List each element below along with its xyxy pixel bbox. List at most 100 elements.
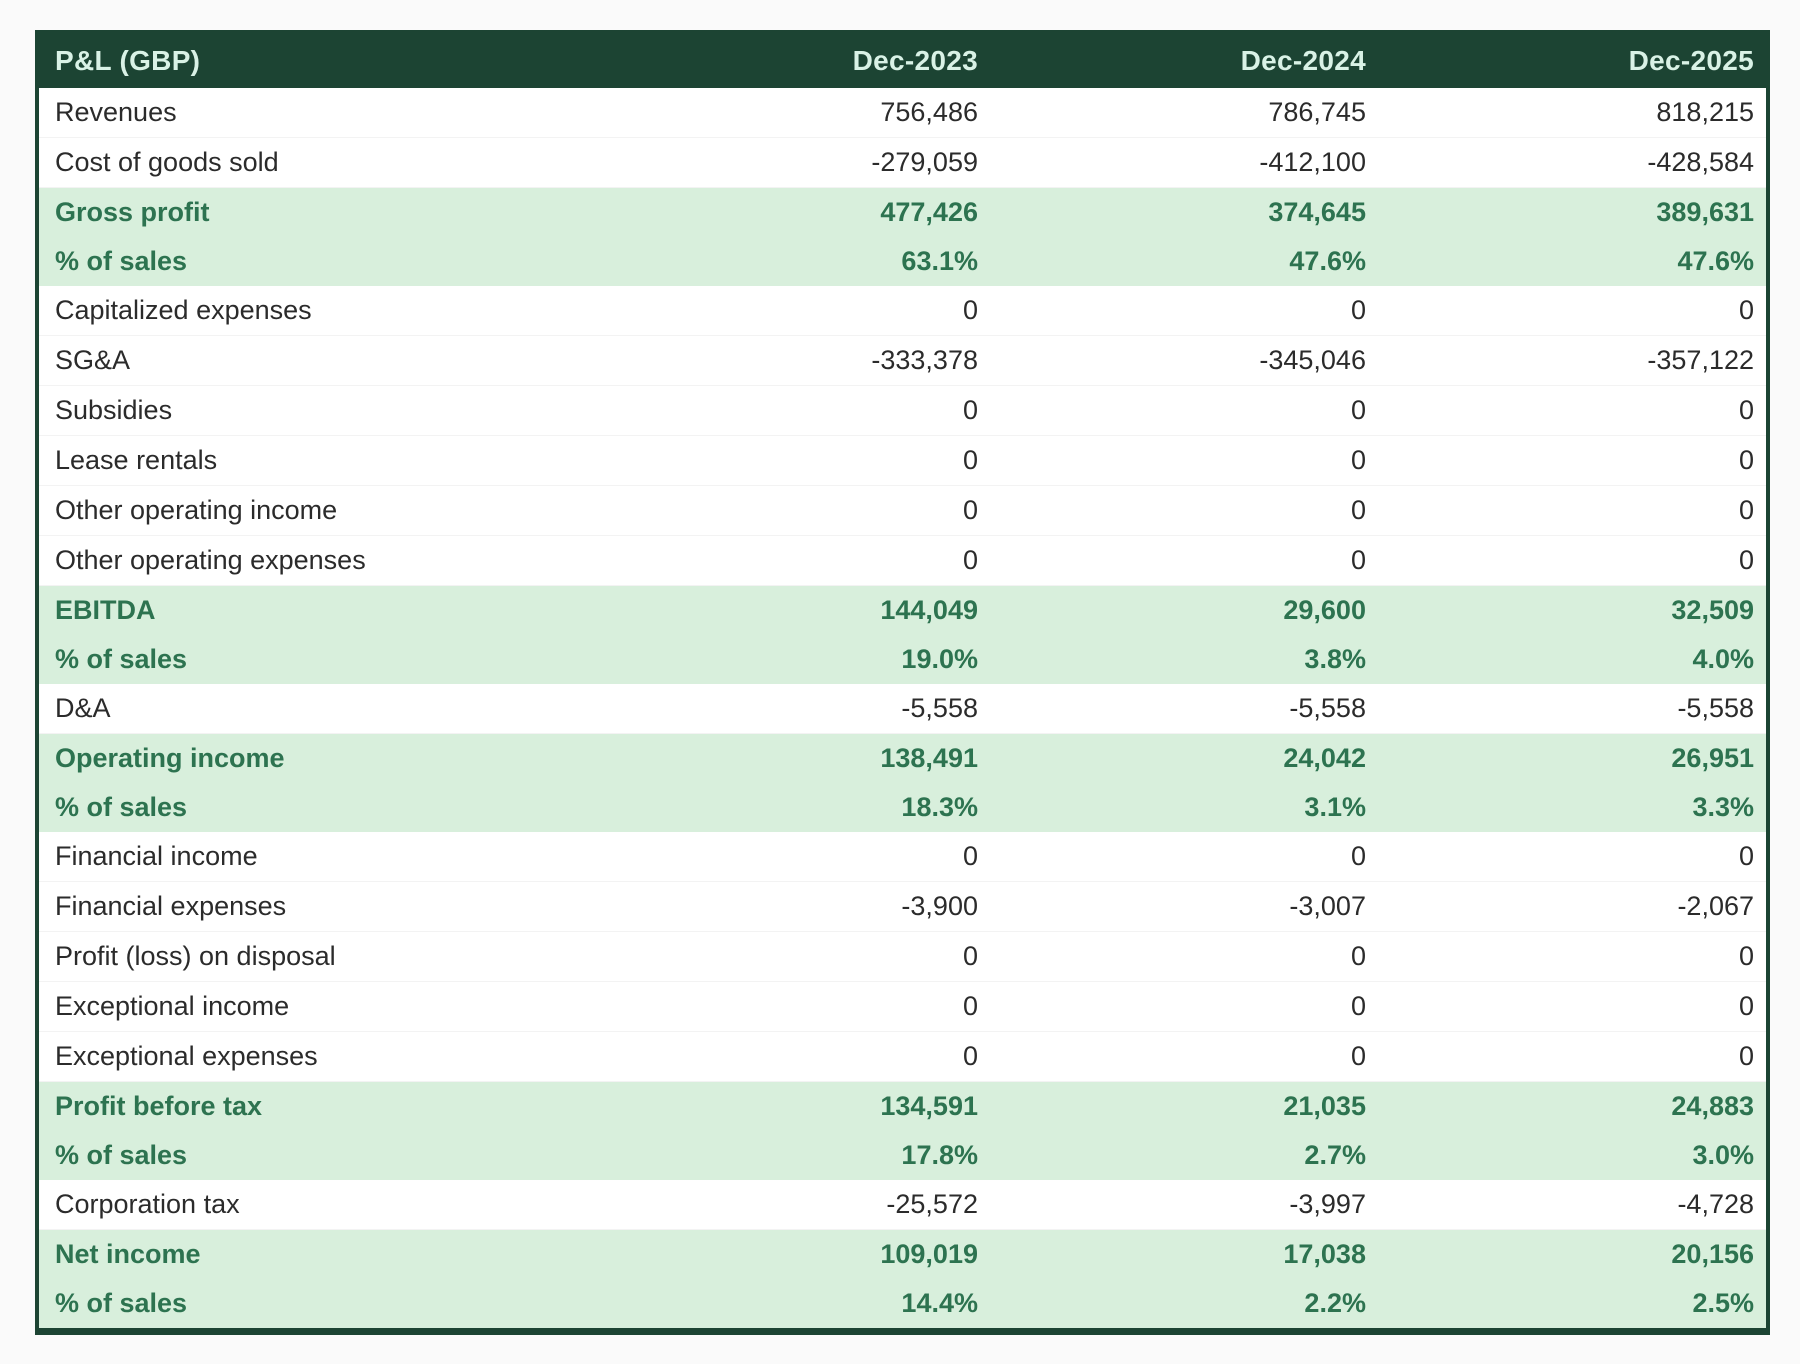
cell-value: 2.2% xyxy=(989,1279,1378,1328)
column-header-dec-2023: Dec-2023 xyxy=(602,33,990,88)
table-row: Gross profit 477,426 374,645 389,631 xyxy=(39,187,1766,237)
row-label: Revenues xyxy=(39,88,602,138)
cell-value: 389,631 xyxy=(1377,187,1766,237)
cell-value: -3,007 xyxy=(989,881,1378,932)
row-label: Subsidies xyxy=(39,385,602,436)
cell-value: 3.3% xyxy=(1377,783,1766,832)
cell-value: 0 xyxy=(989,981,1378,1032)
cell-value: 0 xyxy=(1377,931,1766,982)
cell-value: 134,591 xyxy=(602,1081,990,1131)
cell-value: 0 xyxy=(1377,832,1766,882)
cell-value: -4,728 xyxy=(1377,1180,1766,1230)
table-row: EBITDA 144,049 29,600 32,509 xyxy=(39,585,1766,635)
table-row: Net income 109,019 17,038 20,156 xyxy=(39,1229,1766,1279)
row-label: % of sales xyxy=(39,1279,602,1328)
row-label: Other operating income xyxy=(39,485,602,536)
cell-value: 29,600 xyxy=(989,585,1378,635)
cell-value: 0 xyxy=(602,385,990,436)
cell-value: 3.1% xyxy=(989,783,1378,832)
cell-value: 0 xyxy=(602,535,990,586)
table-row: Operating income 138,491 24,042 26,951 xyxy=(39,733,1766,783)
row-label: Net income xyxy=(39,1229,602,1279)
cell-value: 3.0% xyxy=(1377,1131,1766,1180)
cell-value: 0 xyxy=(1377,981,1766,1032)
table-row: Exceptional income 0 0 0 xyxy=(39,981,1766,1032)
row-label: Profit before tax xyxy=(39,1081,602,1131)
cell-value: 26,951 xyxy=(1377,733,1766,783)
cell-value: 756,486 xyxy=(602,88,990,138)
table-row: Cost of goods sold -279,059 -412,100 -428,5… xyxy=(39,137,1766,188)
cell-value: 0 xyxy=(989,535,1378,586)
table-row: Other operating income 0 0 0 xyxy=(39,485,1766,536)
row-label: Lease rentals xyxy=(39,435,602,486)
cell-value: 0 xyxy=(602,931,990,982)
cell-value: -2,067 xyxy=(1377,881,1766,932)
row-label: Corporation tax xyxy=(39,1180,602,1230)
row-label: % of sales xyxy=(39,237,602,286)
header-row: P&L (GBP) Dec-2023 Dec-2024 Dec-2025 xyxy=(39,33,1766,88)
table-row: Profit (loss) on disposal 0 0 0 xyxy=(39,931,1766,982)
row-label: EBITDA xyxy=(39,585,602,635)
cell-value: 21,035 xyxy=(989,1081,1378,1131)
cell-value: 19.0% xyxy=(602,635,990,684)
row-label: Operating income xyxy=(39,733,602,783)
cell-value: 17,038 xyxy=(989,1229,1378,1279)
row-label: Gross profit xyxy=(39,187,602,237)
cell-value: -333,378 xyxy=(602,335,990,386)
cell-value: 477,426 xyxy=(602,187,990,237)
cell-value: 0 xyxy=(1377,485,1766,536)
cell-value: 63.1% xyxy=(602,237,990,286)
cell-value: 0 xyxy=(989,286,1378,336)
cell-value: 109,019 xyxy=(602,1229,990,1279)
cell-value: -5,558 xyxy=(989,684,1378,734)
table-row: % of sales 14.4% 2.2% 2.5% xyxy=(39,1279,1766,1328)
cell-value: 0 xyxy=(989,485,1378,536)
cell-value: -5,558 xyxy=(602,684,990,734)
cell-value: 2.5% xyxy=(1377,1279,1766,1328)
cell-value: 0 xyxy=(989,385,1378,436)
row-label: % of sales xyxy=(39,1131,602,1180)
table-row: Other operating expenses 0 0 0 xyxy=(39,535,1766,586)
cell-value: 0 xyxy=(602,286,990,336)
row-label: Exceptional expenses xyxy=(39,1031,602,1082)
row-label: Capitalized expenses xyxy=(39,286,602,336)
table-row: Corporation tax -25,572 -3,997 -4,728 xyxy=(39,1180,1766,1230)
row-label: D&A xyxy=(39,684,602,734)
cell-value: 374,645 xyxy=(989,187,1378,237)
table-row: Capitalized expenses 0 0 0 xyxy=(39,286,1766,336)
cell-value: -357,122 xyxy=(1377,335,1766,386)
table-row: Profit before tax 134,591 21,035 24,883 xyxy=(39,1081,1766,1131)
cell-value: 0 xyxy=(989,931,1378,982)
cell-value: 4.0% xyxy=(1377,635,1766,684)
row-label: Financial expenses xyxy=(39,881,602,932)
cell-value: -25,572 xyxy=(602,1180,990,1230)
table-row: D&A -5,558 -5,558 -5,558 xyxy=(39,684,1766,734)
row-label: Profit (loss) on disposal xyxy=(39,931,602,982)
row-label: % of sales xyxy=(39,635,602,684)
cell-value: 818,215 xyxy=(1377,88,1766,138)
table-row: Exceptional expenses 0 0 0 xyxy=(39,1031,1766,1082)
row-label: Other operating expenses xyxy=(39,535,602,586)
cell-value: 0 xyxy=(1377,435,1766,486)
table-body: Revenues 756,486 786,745 818,215 Cost of goo… xyxy=(39,88,1766,1328)
cell-value: 14.4% xyxy=(602,1279,990,1328)
cell-value: 24,042 xyxy=(989,733,1378,783)
cell-value: -345,046 xyxy=(989,335,1378,386)
cell-value: 0 xyxy=(989,435,1378,486)
row-label: Cost of goods sold xyxy=(39,137,602,188)
cell-value: -428,584 xyxy=(1377,137,1766,188)
cell-value: 17.8% xyxy=(602,1131,990,1180)
cell-value: 18.3% xyxy=(602,783,990,832)
pnl-statement-table: P&L (GBP) Dec-2023 Dec-2024 Dec-2025 Reven… xyxy=(35,30,1770,1335)
cell-value: -3,900 xyxy=(602,881,990,932)
cell-value: 138,491 xyxy=(602,733,990,783)
table-row: % of sales 19.0% 3.8% 4.0% xyxy=(39,635,1766,684)
table-row: % of sales 63.1% 47.6% 47.6% xyxy=(39,237,1766,286)
cell-value: 0 xyxy=(602,485,990,536)
cell-value: 0 xyxy=(602,832,990,882)
table-row: SG&A -333,378 -345,046 -357,122 xyxy=(39,335,1766,386)
column-header-dec-2025: Dec-2025 xyxy=(1377,33,1766,88)
row-label: % of sales xyxy=(39,783,602,832)
cell-value: 0 xyxy=(602,1031,990,1082)
cell-value: 144,049 xyxy=(602,585,990,635)
